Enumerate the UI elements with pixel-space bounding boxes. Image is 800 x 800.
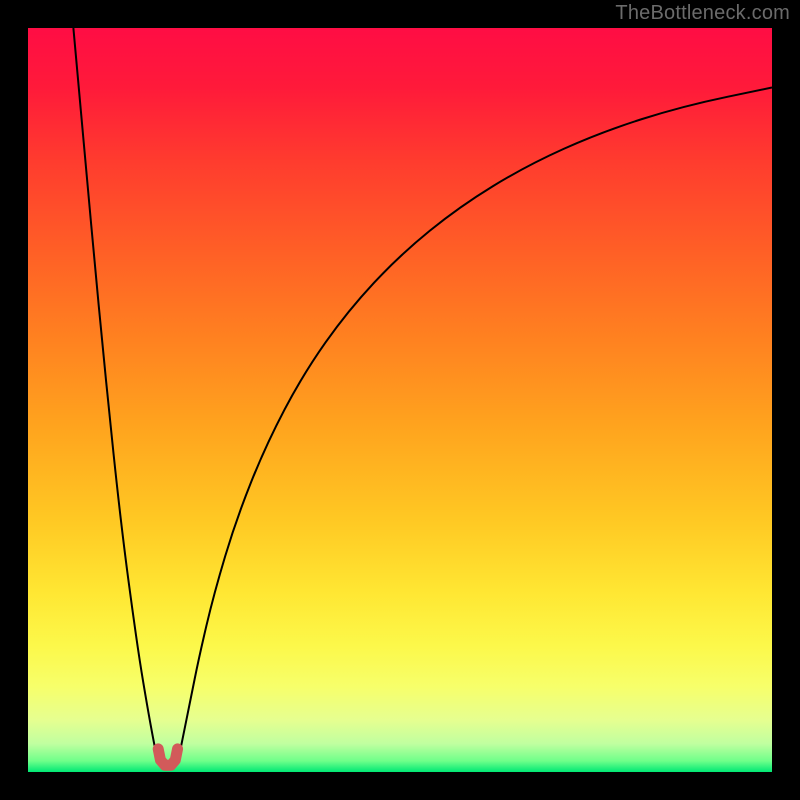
bottleneck-chart (28, 28, 772, 772)
bottleneck-chart-svg (28, 28, 772, 772)
watermark-text: TheBottleneck.com (615, 2, 790, 25)
